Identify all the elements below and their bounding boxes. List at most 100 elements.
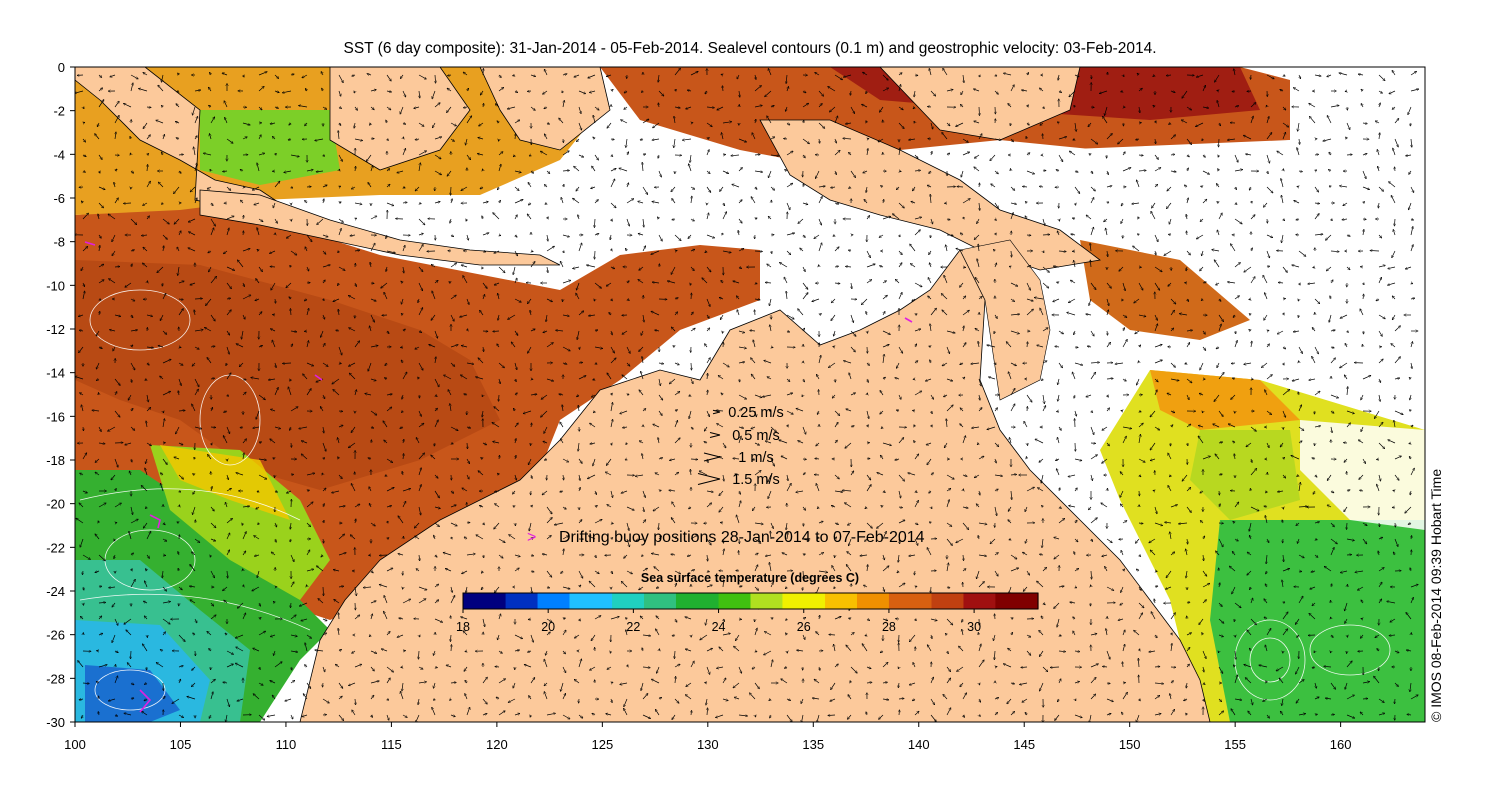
velocity-arrow [768, 68, 772, 76]
velocity-arrow [652, 139, 660, 140]
colorbar-title: Sea surface temperature (degrees C) [641, 571, 859, 585]
velocity-arrow [1309, 116, 1316, 124]
colorbar-cell [494, 593, 507, 609]
velocity-arrow [418, 74, 426, 79]
colorbar-cell [910, 593, 922, 609]
velocity-arrow [1283, 299, 1286, 300]
velocity-arrow [339, 107, 342, 109]
velocity-arrow [82, 138, 86, 142]
velocity-arrow [483, 103, 484, 108]
velocity-arrow [450, 122, 457, 126]
velocity-arrow [450, 138, 455, 141]
velocity-arrow [755, 74, 756, 80]
velocity-arrow [1330, 105, 1339, 108]
colorbar-cell [697, 593, 709, 609]
y-tick-label: 0 [58, 60, 65, 75]
velocity-arrow [323, 682, 324, 687]
velocity-arrow [562, 91, 563, 93]
velocity-arrow [1042, 235, 1050, 236]
velocity-arrow [578, 90, 586, 94]
velocity-arrow [866, 90, 867, 94]
velocity-arrow [562, 74, 567, 75]
velocity-arrow [1410, 122, 1411, 126]
velocity-arrow [1299, 74, 1301, 79]
velocity-arrow [209, 134, 211, 140]
velocity-arrow [737, 74, 739, 79]
velocity-arrow [1153, 75, 1155, 77]
velocity-arrow [210, 72, 212, 75]
velocity-arrow [515, 134, 516, 140]
velocity-arrow [130, 74, 138, 79]
velocity-arrow [400, 106, 404, 114]
velocity-arrow [834, 74, 843, 80]
velocity-arrow [721, 74, 723, 75]
velocity-arrow [83, 122, 85, 123]
x-tick-label: 105 [170, 737, 192, 752]
velocity-arrow [339, 123, 341, 126]
velocity-arrow [717, 106, 724, 110]
velocity-arrow [979, 75, 980, 77]
buoy-legend-text: Drifting buoy positions 28-Jan-2014 to 0… [559, 529, 925, 546]
y-tick-label: -8 [53, 235, 65, 250]
velocity-arrow [621, 120, 628, 124]
colorbar-cell [686, 593, 698, 609]
velocity-arrow [338, 74, 343, 83]
velocity-arrow [1266, 116, 1269, 124]
colorbar-cell [771, 593, 784, 609]
velocity-arrow [593, 115, 596, 124]
velocity-arrow [1234, 106, 1239, 107]
velocity-arrow [1362, 123, 1367, 124]
y-tick-label: -10 [46, 278, 65, 293]
colorbar-cell [963, 593, 975, 609]
velocity-arrow [962, 138, 968, 142]
velocity-arrow [210, 117, 215, 124]
velocity-arrow [1026, 136, 1027, 139]
velocity-arrow [1027, 123, 1029, 125]
velocity-arrow [658, 103, 659, 108]
velocity-arrow [386, 120, 387, 124]
velocity-arrow [114, 267, 120, 268]
velocity-arrow [370, 106, 374, 110]
velocity-arrow [83, 107, 84, 109]
x-tick-label: 155 [1224, 737, 1246, 752]
colorbar-cell [644, 593, 656, 609]
velocity-arrow [931, 586, 932, 593]
velocity-arrow [195, 520, 196, 524]
velocity-arrow [242, 137, 247, 140]
velocity-arrow [386, 91, 392, 92]
velocity-arrow [1154, 667, 1160, 668]
velocity-arrow [721, 133, 723, 140]
velocity-arrow [354, 122, 355, 128]
velocity-arrow [451, 645, 452, 652]
colorbar-cell [825, 593, 837, 609]
velocity-arrow [302, 74, 308, 78]
colorbar-cell [516, 593, 528, 609]
velocity-arrow [178, 73, 179, 75]
x-tick-label: 130 [697, 737, 719, 752]
velocity-arrow [942, 132, 948, 140]
colorbar-cell [675, 593, 688, 609]
velocity-arrow [803, 120, 804, 124]
velocity-arrow [611, 89, 613, 91]
colorbar-cell [1027, 593, 1039, 609]
velocity-arrow [770, 106, 774, 108]
velocity-arrow [833, 347, 835, 348]
velocity-arrow [946, 90, 953, 92]
velocity-arrow [1370, 251, 1380, 252]
velocity-arrow [225, 117, 228, 124]
velocity-arrow [1010, 138, 1014, 142]
velocity-arrow [1021, 90, 1028, 91]
velocity-arrow [578, 106, 581, 114]
velocity-arrow [1073, 139, 1075, 140]
velocity-arrow [1010, 85, 1014, 92]
velocity-arrow [176, 104, 180, 108]
velocity-arrow [194, 116, 198, 124]
velocity-arrow [1137, 73, 1139, 75]
velocity-arrow [845, 123, 852, 124]
velocity-arrow [1266, 74, 1274, 79]
velocity-arrow [514, 120, 520, 124]
velocity-arrow [1103, 116, 1108, 124]
colorbar-cell [761, 593, 773, 609]
velocity-arrow [559, 118, 564, 124]
velocity-arrow [479, 122, 484, 126]
